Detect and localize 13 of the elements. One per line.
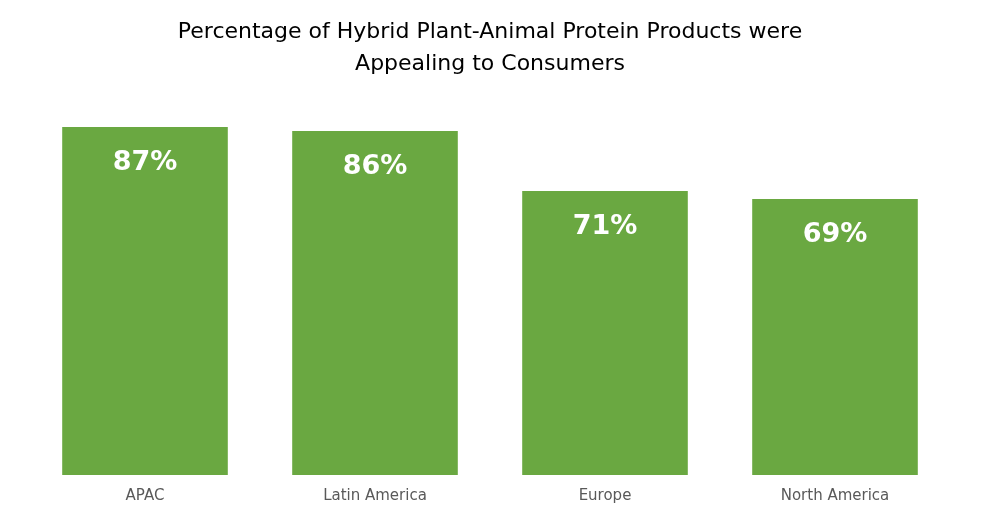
data-label: 71% — [572, 209, 638, 240]
bar — [522, 191, 688, 475]
x-tick-label: North America — [780, 485, 890, 504]
data-label: 69% — [802, 217, 868, 248]
chart-title: Percentage of Hybrid Plant-Animal Protein Products were Appealing to Consumers — [177, 18, 803, 75]
bar — [292, 131, 458, 475]
data-label: 87% — [112, 145, 178, 176]
x-tick-label: Latin America — [323, 485, 427, 504]
x-tick-label: Europe — [578, 485, 632, 504]
bar — [62, 127, 228, 475]
bar — [752, 199, 918, 475]
x-tick-label: APAC — [125, 485, 165, 504]
data-label: 86% — [342, 149, 408, 180]
